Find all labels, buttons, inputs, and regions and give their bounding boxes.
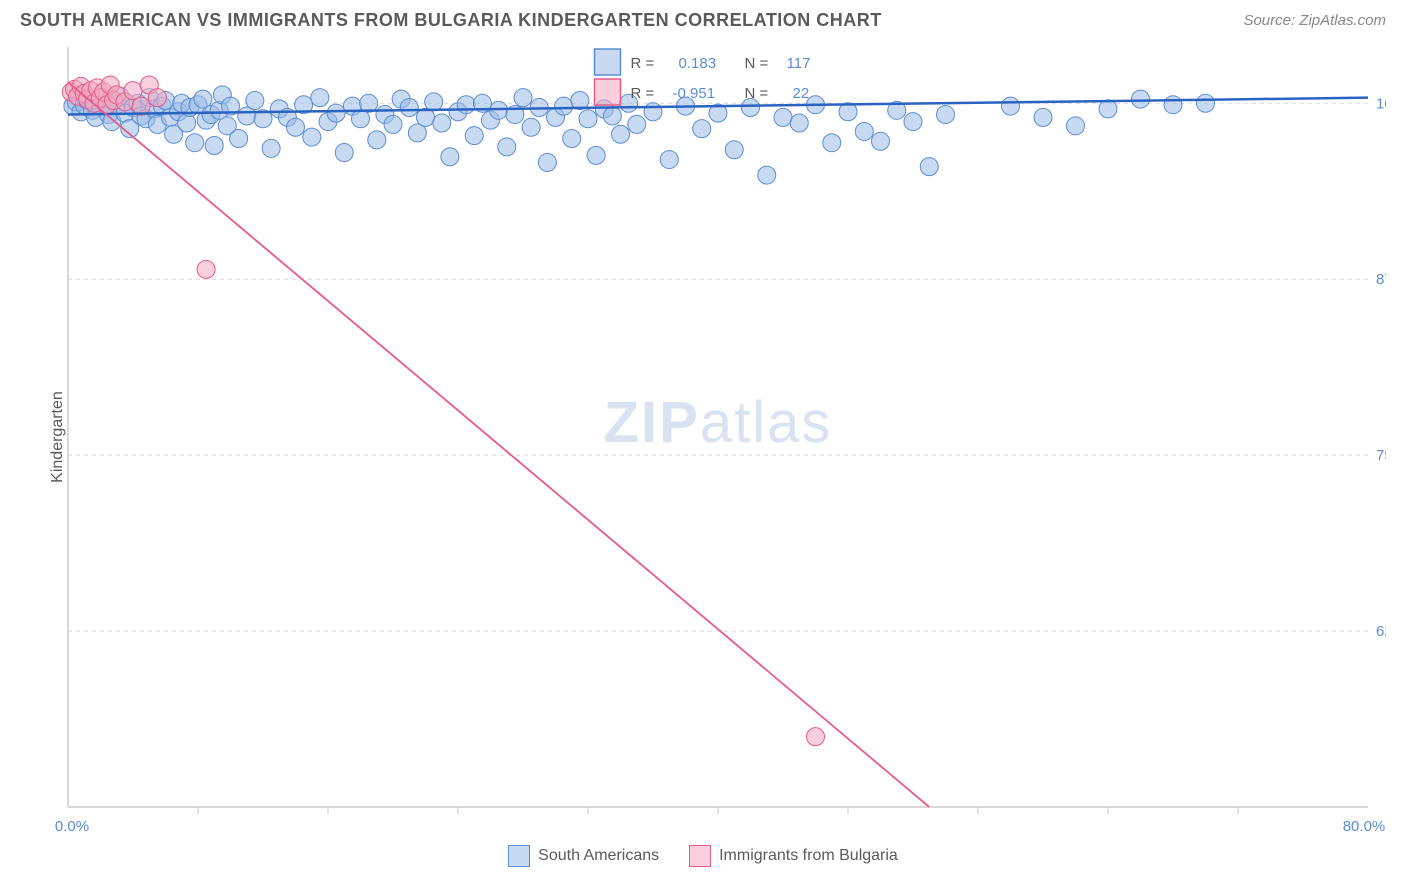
chart-title: SOUTH AMERICAN VS IMMIGRANTS FROM BULGAR… [20, 10, 882, 31]
svg-text:R =: R = [631, 55, 655, 72]
svg-text:ZIPatlas: ZIPatlas [604, 390, 833, 455]
legend-item-pink: Immigrants from Bulgaria [689, 845, 898, 867]
legend-item-blue: South Americans [508, 845, 659, 867]
svg-text:62.5%: 62.5% [1376, 623, 1386, 640]
legend-label-pink: Immigrants from Bulgaria [719, 847, 898, 865]
svg-text:R =: R = [631, 85, 655, 102]
svg-text:0.183: 0.183 [679, 55, 717, 72]
svg-text:0.0%: 0.0% [55, 818, 89, 835]
bottom-legend: South Americans Immigrants from Bulgaria [0, 837, 1406, 875]
chart-area: Kindergarten 100.0% 87.5% 75.0% 62.5% ZIPatl… [20, 37, 1386, 837]
svg-text:117: 117 [787, 55, 811, 72]
svg-text:75.0%: 75.0% [1376, 447, 1386, 464]
svg-text:-0.951: -0.951 [673, 85, 716, 102]
svg-text:100.0%: 100.0% [1376, 95, 1386, 112]
svg-text:22: 22 [793, 85, 810, 102]
legend-swatch-blue [508, 845, 530, 867]
y-axis-label: Kindergarten [49, 391, 67, 483]
svg-text:87.5%: 87.5% [1376, 271, 1386, 288]
legend-swatch-pink [689, 845, 711, 867]
svg-text:N =: N = [745, 55, 769, 72]
scatter-chart: 100.0% 87.5% 75.0% 62.5% ZIPatlas R = 0.183 N =… [20, 37, 1386, 837]
svg-text:N =: N = [745, 85, 769, 102]
legend-label-blue: South Americans [538, 847, 659, 865]
svg-text:80.0%: 80.0% [1343, 818, 1386, 835]
source-label: Source: ZipAtlas.com [1243, 12, 1386, 29]
